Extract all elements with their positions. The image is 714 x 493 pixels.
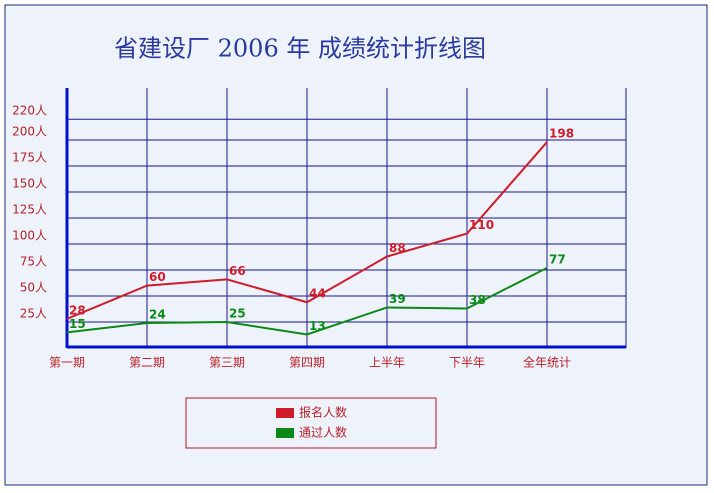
y-tick-label: 125人 bbox=[12, 203, 47, 217]
legend-label: 通过人数 bbox=[299, 425, 347, 440]
x-tick-label: 第三期 bbox=[209, 356, 245, 370]
legend-box bbox=[185, 397, 437, 449]
data-label: 24 bbox=[149, 308, 166, 322]
chart-title: 省建设厂 2006 年 成绩统计折线图 bbox=[114, 35, 486, 63]
legend-swatch bbox=[276, 408, 294, 418]
y-tick-label: 175人 bbox=[12, 151, 47, 165]
y-tick-label: 25人 bbox=[20, 307, 47, 321]
data-label: 25 bbox=[229, 307, 246, 321]
data-label: 13 bbox=[309, 319, 326, 333]
y-tick-label: 75人 bbox=[20, 255, 47, 269]
chart-frame bbox=[4, 4, 708, 486]
data-label: 66 bbox=[229, 264, 246, 278]
line-series bbox=[66, 141, 548, 320]
y-tick-label: 150人 bbox=[12, 177, 47, 191]
data-label: 77 bbox=[549, 252, 566, 266]
x-tick-label: 下半年 bbox=[449, 356, 485, 370]
data-label: 15 bbox=[69, 317, 86, 331]
line-series bbox=[66, 267, 548, 336]
data-label: 44 bbox=[309, 287, 326, 301]
x-tick-label: 第一期 bbox=[49, 356, 85, 370]
x-tick-label: 第四期 bbox=[289, 356, 325, 370]
y-tick-label: 200人 bbox=[12, 125, 47, 139]
data-label: 198 bbox=[549, 127, 574, 141]
y-tick-label: 50人 bbox=[20, 281, 47, 295]
data-label: 110 bbox=[469, 218, 494, 232]
data-label: 38 bbox=[469, 293, 486, 307]
legend-swatch bbox=[276, 428, 294, 438]
data-label: 60 bbox=[149, 270, 166, 284]
data-label: 28 bbox=[69, 303, 86, 317]
x-tick-label: 第二期 bbox=[129, 356, 165, 370]
y-tick-label: 220人 bbox=[12, 104, 47, 118]
x-tick-label: 上半年 bbox=[369, 356, 405, 370]
x-tick-label: 全年统计 bbox=[523, 355, 571, 370]
data-label: 88 bbox=[389, 241, 406, 255]
legend-label: 报名人数 bbox=[299, 405, 347, 420]
data-label: 39 bbox=[389, 292, 406, 306]
y-tick-label: 100人 bbox=[12, 229, 47, 243]
